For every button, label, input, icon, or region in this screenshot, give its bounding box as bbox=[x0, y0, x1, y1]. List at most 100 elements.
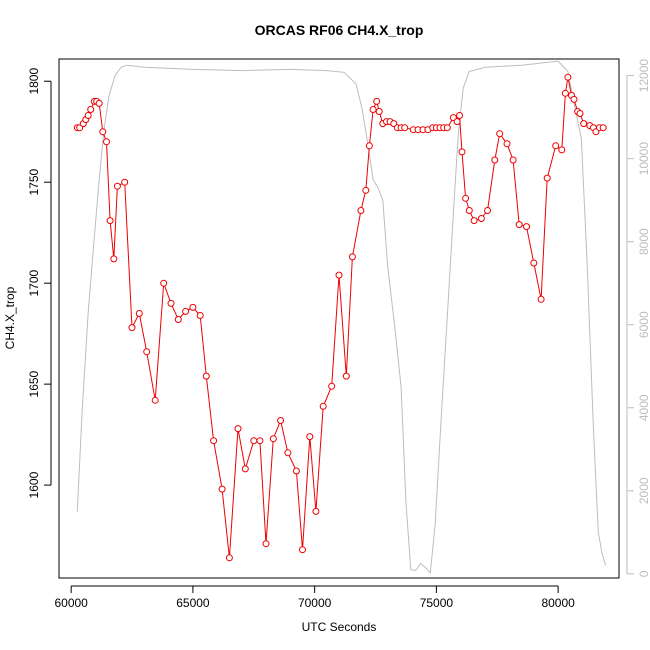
x-tick-label: 65000 bbox=[176, 596, 210, 610]
ch4-data-point bbox=[241, 465, 249, 473]
ch4-data-point bbox=[509, 156, 517, 164]
altitude-series-line bbox=[76, 60, 607, 575]
ch4-data-point bbox=[365, 142, 373, 150]
ch4-data-point bbox=[182, 307, 190, 315]
ch4-data-point bbox=[561, 89, 569, 97]
ch4-data-point bbox=[174, 316, 182, 323]
ch4-data-point bbox=[401, 124, 409, 132]
ch4-data-point bbox=[552, 142, 560, 150]
ch4-data-point bbox=[121, 178, 129, 186]
x-tick-label: 75000 bbox=[420, 596, 454, 610]
x-tick-label: 70000 bbox=[298, 596, 332, 610]
y2-tick-label: 8000 bbox=[637, 228, 650, 255]
ch4-data-point bbox=[543, 174, 551, 182]
ch4-data-point bbox=[357, 207, 365, 214]
ch4-data-point bbox=[167, 299, 175, 307]
ch4-data-point bbox=[558, 146, 566, 154]
ch4-data-point bbox=[269, 435, 277, 443]
x-tick-label: 80000 bbox=[541, 596, 575, 610]
ch4-data-point bbox=[491, 156, 499, 164]
ch4-data-point bbox=[250, 437, 258, 445]
chart-title: ORCAS RF06 CH4.X_trop bbox=[255, 22, 424, 38]
ch4-data-point bbox=[87, 106, 95, 113]
y2-tick-label: 6000 bbox=[637, 311, 650, 338]
ch4-data-point bbox=[210, 437, 218, 445]
y-axis-label: CH4.X_trop bbox=[3, 286, 17, 349]
ch4-data-point bbox=[84, 112, 92, 119]
ch4-data-point bbox=[103, 138, 110, 146]
ch4-data-point bbox=[570, 95, 578, 103]
ch4-data-point bbox=[335, 271, 343, 279]
ch4-data-point bbox=[189, 303, 197, 311]
ch4-data-point bbox=[306, 433, 314, 441]
altitude-series-layer bbox=[76, 60, 607, 575]
ch4-data-point bbox=[362, 186, 370, 194]
y2-tick-label: 10000 bbox=[637, 142, 650, 176]
ch4-data-point bbox=[576, 110, 584, 117]
ch4-data-point bbox=[484, 207, 491, 214]
ch4-data-point bbox=[277, 417, 285, 424]
ch4-data-point bbox=[113, 182, 121, 190]
y-axis-left: 1600 1650 1700 1750 1800 bbox=[27, 68, 52, 498]
ch4-series-layer bbox=[73, 73, 607, 562]
ch4-data-point bbox=[515, 221, 523, 229]
ch4-data-point bbox=[328, 382, 336, 390]
ch4-data-point bbox=[453, 118, 461, 126]
x-axis: 60000 65000 70000 75000 80000 bbox=[54, 585, 575, 610]
ch4-data-point bbox=[110, 255, 118, 263]
ch4-data-point bbox=[234, 425, 242, 433]
y-tick-label: 1600 bbox=[27, 471, 41, 498]
ch4-data-point bbox=[106, 217, 114, 225]
ch4-data-point bbox=[537, 295, 545, 303]
ch4-series-line bbox=[77, 77, 604, 558]
ch4-data-point bbox=[284, 449, 292, 457]
ch4-data-point bbox=[292, 467, 300, 475]
ch4-data-point bbox=[465, 207, 473, 214]
y2-tick-label: 2000 bbox=[637, 477, 650, 504]
ch4-data-point bbox=[135, 310, 143, 317]
ch4-data-point bbox=[373, 97, 381, 105]
ch4-data-point bbox=[348, 253, 356, 261]
y-tick-label: 1750 bbox=[27, 169, 41, 196]
plot-frame bbox=[58, 58, 620, 579]
ch4-data-point bbox=[580, 120, 588, 128]
ch4-data-point bbox=[456, 112, 463, 119]
ch4-data-point bbox=[462, 194, 470, 202]
ch4-data-point bbox=[95, 99, 103, 107]
ch4-data-point bbox=[369, 106, 377, 113]
ch4-data-point bbox=[523, 223, 530, 231]
ch4-data-point bbox=[128, 324, 136, 332]
ch4-data-point bbox=[503, 140, 511, 148]
ch4-data-point bbox=[202, 372, 210, 380]
ch4-data-point bbox=[477, 215, 485, 222]
ch4-data-point bbox=[99, 128, 107, 136]
ch4-data-point bbox=[599, 124, 607, 132]
ch4-data-point bbox=[312, 507, 320, 515]
y-tick-label: 1800 bbox=[27, 68, 41, 95]
ch4-data-point bbox=[496, 130, 504, 138]
ch4-data-point bbox=[225, 554, 233, 562]
ch4-data-point bbox=[375, 108, 383, 115]
ch4-data-point bbox=[458, 148, 466, 156]
ch4-data-point bbox=[262, 540, 270, 548]
y2-tick-label: 0 bbox=[637, 570, 650, 577]
ch4-data-point bbox=[342, 372, 350, 380]
x-axis-label: UTC Seconds bbox=[302, 620, 377, 634]
ch4-data-point bbox=[196, 312, 204, 319]
x-tick-label: 60000 bbox=[54, 596, 88, 610]
y-tick-label: 1700 bbox=[27, 269, 41, 296]
ch4-data-point bbox=[218, 485, 226, 493]
y-axis-right: 0 2000 4000 6000 8000 10000 12000 bbox=[626, 59, 650, 577]
y2-tick-label: 12000 bbox=[637, 59, 650, 93]
ch4-data-point bbox=[319, 402, 327, 410]
ch4-data-point bbox=[160, 279, 168, 287]
ch4-data-point bbox=[470, 217, 478, 225]
ch4-data-point bbox=[256, 437, 264, 445]
ch4-data-point bbox=[443, 124, 451, 132]
y-tick-label: 1650 bbox=[27, 370, 41, 397]
y2-tick-label: 4000 bbox=[637, 394, 650, 421]
ch4-data-point bbox=[564, 73, 572, 81]
ch4-data-point bbox=[143, 348, 151, 356]
ch4-data-point bbox=[151, 396, 159, 404]
